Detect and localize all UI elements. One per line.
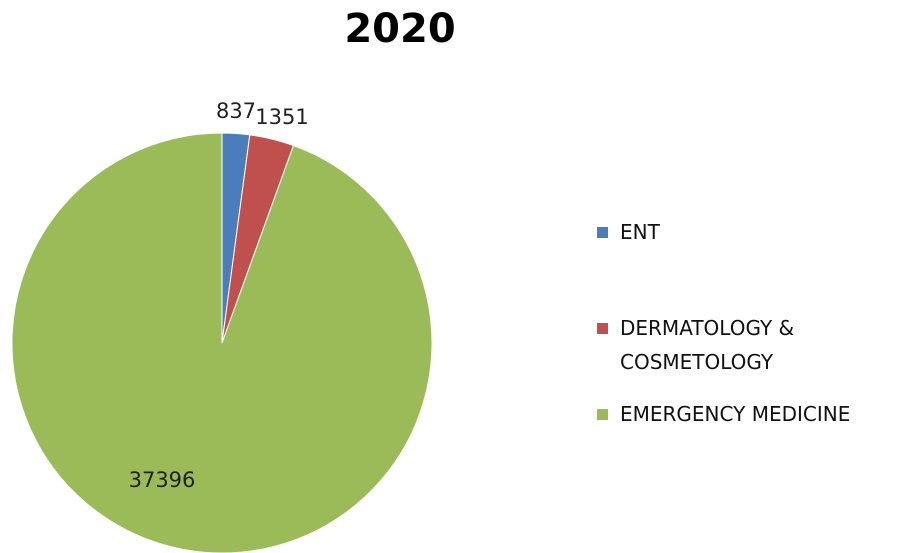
data-label-ent: 837 xyxy=(216,99,256,123)
legend-label-dermatology: DERMATOLOGY & COSMETOLOGY xyxy=(620,316,795,374)
data-label-dermatology: 1351 xyxy=(255,105,308,129)
legend-swatch-ent xyxy=(597,227,608,238)
legend-label-ent: ENT xyxy=(620,220,660,244)
legend-item-dermatology: DERMATOLOGY & COSMETOLOGY xyxy=(597,316,880,379)
pie-slice-emergency-medicine xyxy=(11,132,433,553)
legend-item-emergency-medicine: EMERGENCY MEDICINE xyxy=(597,402,850,431)
legend-label-emergency-medicine: EMERGENCY MEDICINE xyxy=(620,402,851,426)
pie-slices xyxy=(11,132,433,553)
chart-title: 2020 xyxy=(344,6,456,52)
data-label-emergency-medicine: 37396 xyxy=(129,468,196,492)
legend-swatch-dermatology xyxy=(597,323,608,334)
pie-data-labels: 837 1351 37396 xyxy=(129,99,309,492)
legend-item-ent: ENT xyxy=(597,220,660,249)
legend-swatch-emergency-medicine xyxy=(597,409,608,420)
